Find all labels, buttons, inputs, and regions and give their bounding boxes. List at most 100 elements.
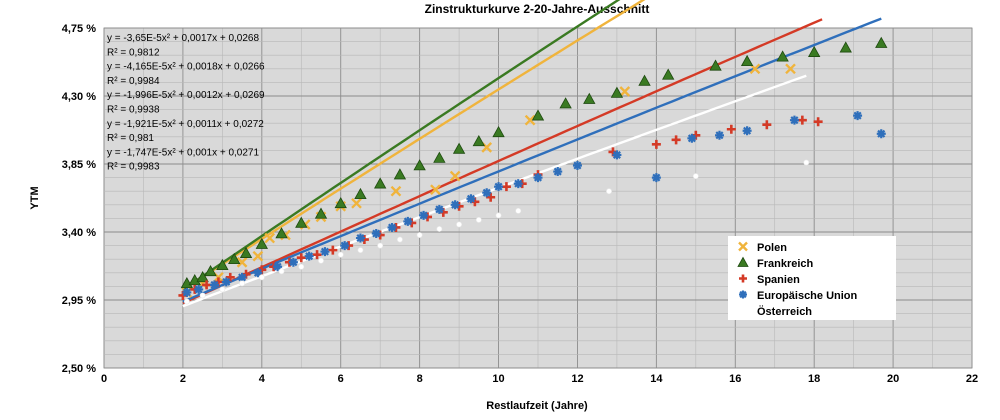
data-point	[357, 247, 364, 254]
data-point	[312, 250, 322, 260]
data-point	[328, 245, 338, 255]
data-point	[221, 277, 231, 287]
equation-line: y = -4,165E-5x² + 0,0018x + 0,0266	[107, 62, 265, 73]
data-point	[737, 256, 749, 267]
data-point	[524, 114, 536, 126]
data-point	[355, 233, 365, 243]
data-point	[180, 277, 194, 289]
data-point	[687, 133, 697, 143]
x-tick-label: 2	[180, 373, 186, 385]
data-point	[258, 274, 265, 281]
x-tick-label: 14	[650, 373, 663, 385]
data-point	[334, 196, 347, 209]
x-tick-label: 10	[492, 373, 504, 385]
data-point	[225, 272, 235, 282]
legend-label: Europäische Union	[757, 290, 858, 302]
data-point	[196, 271, 209, 283]
data-point	[237, 272, 247, 282]
data-point	[606, 188, 612, 195]
y-tick-label: 2,95 %	[62, 295, 96, 307]
data-point	[236, 256, 248, 268]
x-tick-label: 8	[417, 373, 423, 385]
data-point	[436, 226, 443, 232]
data-point	[202, 280, 212, 290]
trend-line	[182, 17, 882, 303]
data-point	[662, 68, 675, 80]
x-axis-label: Restlaufzeit (Jahre)	[486, 400, 588, 412]
data-point	[494, 182, 504, 192]
data-point	[182, 287, 192, 297]
data-point	[264, 232, 276, 244]
data-point	[762, 120, 772, 130]
data-point	[776, 50, 789, 62]
data-point	[513, 179, 523, 189]
data-point	[583, 92, 596, 104]
data-point	[651, 139, 661, 149]
data-point	[495, 212, 502, 219]
data-point	[466, 194, 476, 204]
data-point	[501, 182, 511, 192]
equation-line: R² = 0,9983	[107, 162, 160, 173]
axis-ticks: 0 2 4 6 8 10 12 14 16 18 20 22 2,50 % 2,95 % 3,40 % 3,8…	[62, 23, 978, 385]
data-point	[533, 173, 543, 183]
data-point	[295, 216, 308, 228]
data-point	[789, 115, 799, 125]
data-point	[739, 290, 747, 299]
data-point	[472, 135, 485, 147]
data-point	[450, 200, 460, 210]
data-point	[742, 126, 752, 136]
data-point	[216, 258, 229, 271]
data-point	[209, 280, 219, 290]
data-point	[839, 41, 852, 53]
data-point	[740, 54, 754, 67]
data-point	[219, 286, 226, 293]
data-point	[188, 274, 201, 286]
data-point	[739, 274, 747, 283]
equation-line: y = -3,65E-5x² + 0,0017x + 0,0268	[107, 33, 259, 44]
data-point	[416, 232, 423, 238]
y-axis-label: YTM	[29, 186, 41, 209]
data-point	[199, 292, 206, 299]
data-point	[486, 192, 496, 202]
x-tick-label: 4	[259, 373, 266, 385]
x-tick-label: 20	[887, 373, 899, 385]
data-point	[390, 185, 402, 197]
legend-box	[728, 236, 896, 320]
x-tick-label: 22	[966, 373, 978, 385]
data-point	[239, 280, 245, 287]
data-point	[397, 236, 403, 243]
y-tick-label: 3,85 %	[62, 159, 96, 171]
data-point	[275, 227, 288, 239]
data-point	[403, 216, 413, 226]
legend: Polen Frankreich Spanien Europäische Union Ö…	[728, 236, 896, 320]
equation-line: y = -1,747E-5x² + 0,001x + 0,0271	[107, 147, 259, 158]
y-tick-label: 4,30 %	[62, 91, 96, 103]
equation-line: y = -1,996E-5x² + 0,0012x + 0,0269	[107, 90, 265, 101]
data-point	[853, 111, 863, 121]
data-point	[318, 257, 324, 264]
data-point	[475, 217, 482, 223]
data-point	[296, 253, 306, 263]
data-point	[876, 129, 886, 139]
data-point	[273, 262, 283, 272]
data-point	[651, 173, 661, 183]
data-point	[298, 263, 305, 270]
equation-line: R² = 0,9812	[107, 47, 160, 58]
trend-line	[182, 0, 646, 291]
data-point	[393, 168, 407, 180]
data-point	[194, 284, 204, 294]
data-point	[278, 268, 285, 275]
trendline-equations: y = -3,65E-5x² + 0,0017x + 0,0268 R² = 0,…	[107, 33, 265, 173]
equation-line: R² = 0,981	[107, 133, 154, 144]
data-point	[515, 207, 522, 214]
data-point	[433, 151, 446, 163]
data-point	[875, 36, 888, 48]
data-point	[638, 74, 651, 86]
legend-label: Spanien	[757, 274, 800, 286]
chart-title: Zinstrukturkurve 2-20-Jahre-Ausschnitt	[425, 2, 650, 16]
legend-label: Frankreich	[757, 258, 814, 270]
x-tick-label: 12	[571, 373, 583, 385]
data-point	[430, 184, 441, 196]
x-tick-label: 16	[729, 373, 741, 385]
